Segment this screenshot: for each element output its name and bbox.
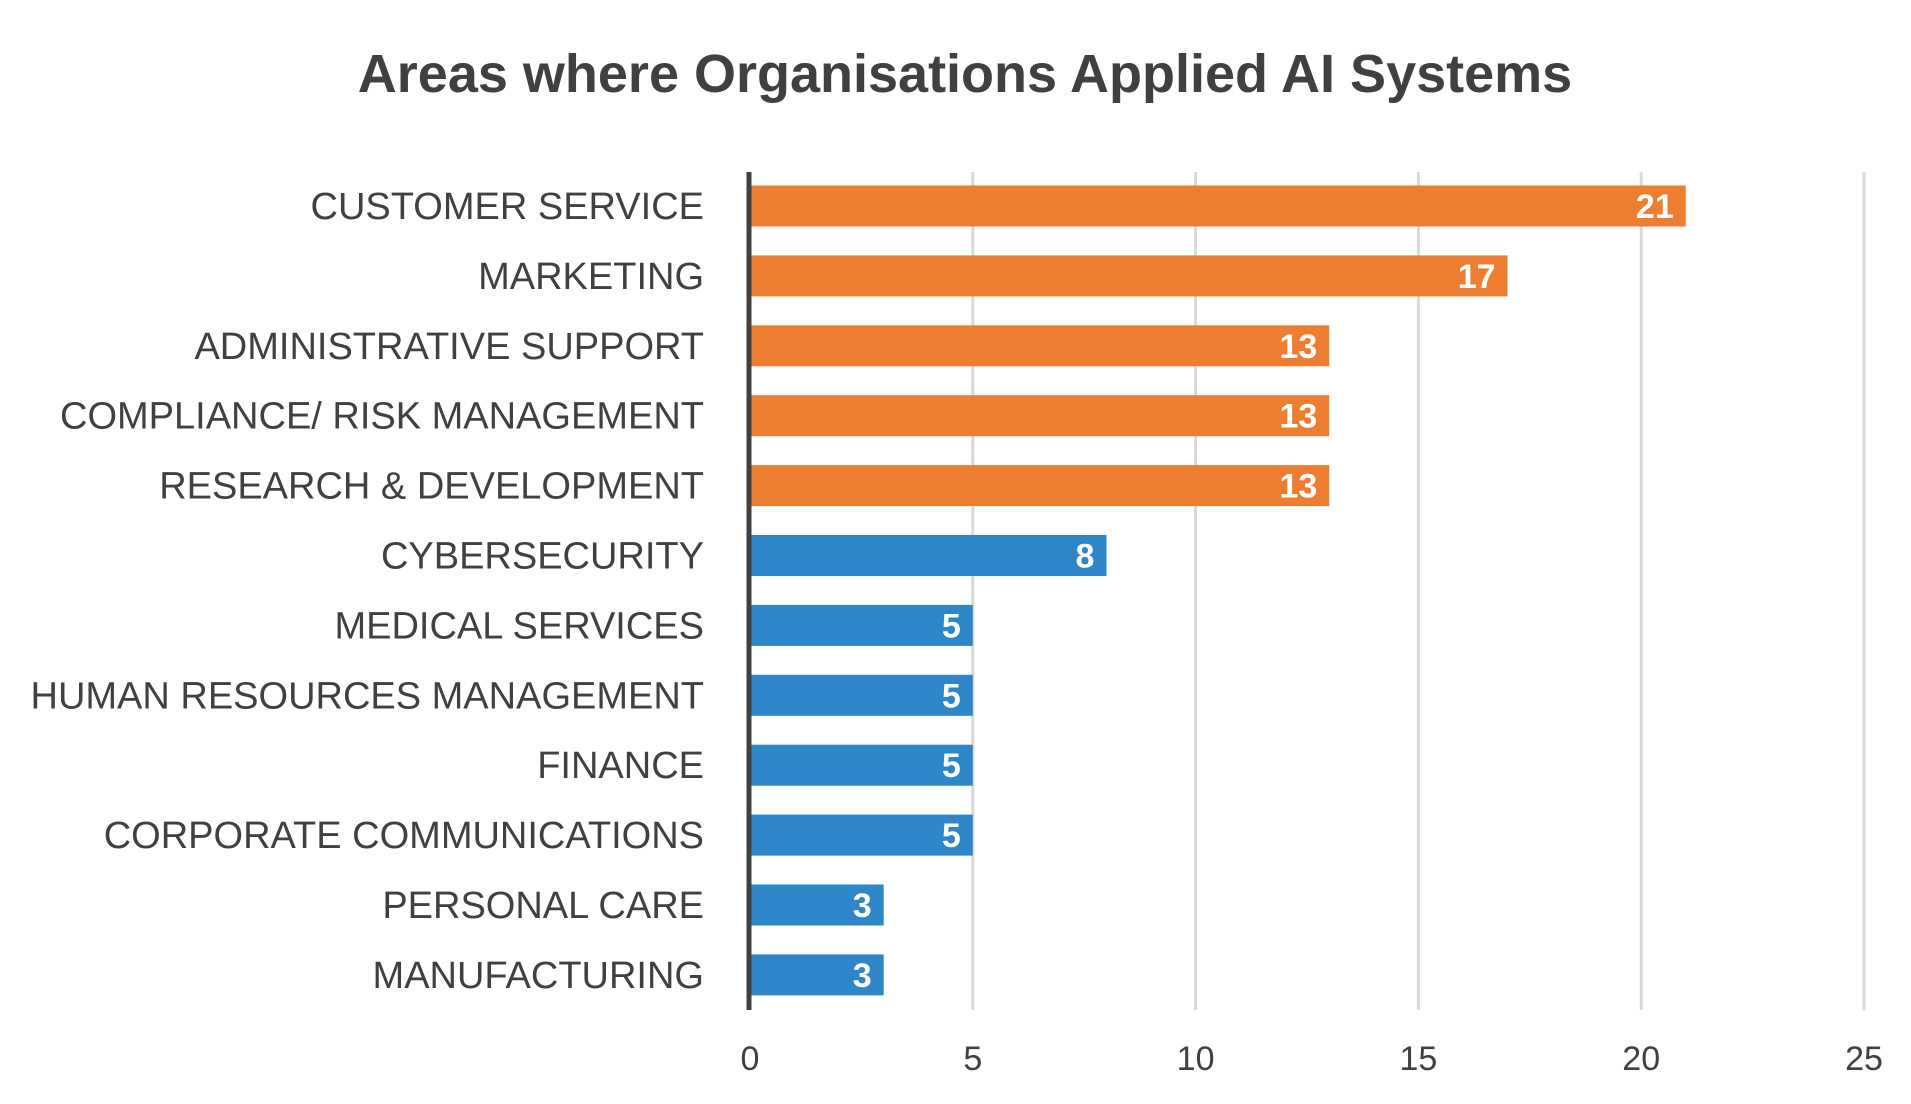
x-axis-tick-labels: 0 5 10 15 20 25 xyxy=(741,1040,1883,1078)
data-label: 3 xyxy=(853,957,872,995)
data-label: 5 xyxy=(942,817,961,855)
bar xyxy=(750,954,884,996)
category-label: FINANCE xyxy=(537,745,704,787)
x-tick-label: 20 xyxy=(1622,1040,1660,1078)
category-label: PERSONAL CARE xyxy=(382,885,704,927)
category-label: ADMINISTRATIVE SUPPORT xyxy=(194,326,704,368)
bar xyxy=(750,325,1330,367)
data-label: 21 xyxy=(1636,188,1674,226)
x-tick-label: 15 xyxy=(1399,1040,1437,1078)
data-label: 8 xyxy=(1076,538,1095,576)
category-label: CUSTOMER SERVICE xyxy=(311,186,704,228)
bar xyxy=(750,744,973,786)
category-label: RESEARCH & DEVELOPMENT xyxy=(159,466,704,508)
bar xyxy=(750,674,973,716)
data-label: 5 xyxy=(942,747,961,785)
gridlines xyxy=(971,172,1866,1010)
data-label: 3 xyxy=(853,887,872,925)
category-label: COMPLIANCE/ RISK MANAGEMENT xyxy=(60,396,704,438)
x-tick-label: 10 xyxy=(1177,1040,1215,1078)
category-label: CORPORATE COMMUNICATIONS xyxy=(104,815,704,857)
bar xyxy=(750,604,973,646)
category-label: CYBERSECURITY xyxy=(381,536,704,578)
bar xyxy=(750,535,1107,576)
value-labels: 21 17 13 13 13 8 5 5 5 5 3 3 xyxy=(853,188,1674,995)
data-label: 5 xyxy=(942,607,961,645)
bar xyxy=(750,814,973,856)
data-label: 13 xyxy=(1279,468,1317,506)
category-labels: CUSTOMER SERVICE MARKETING ADMINISTRATIVE … xyxy=(31,186,705,997)
x-tick-label: 5 xyxy=(963,1040,982,1078)
bars xyxy=(750,185,1686,996)
bar xyxy=(750,255,1508,297)
data-label: 17 xyxy=(1458,258,1496,296)
data-label: 5 xyxy=(942,677,961,715)
bar xyxy=(750,185,1686,227)
data-label: 13 xyxy=(1279,328,1317,366)
bar xyxy=(750,884,884,926)
category-label: MEDICAL SERVICES xyxy=(334,605,704,647)
data-label: 13 xyxy=(1279,398,1317,436)
bar xyxy=(750,395,1330,437)
category-label: MANUFACTURING xyxy=(373,955,704,997)
x-tick-label: 25 xyxy=(1845,1040,1883,1078)
bar xyxy=(750,465,1330,507)
chart-title: Areas where Organisations Applied AI Sys… xyxy=(358,44,1572,104)
category-label: MARKETING xyxy=(478,256,704,298)
category-label: HUMAN RESOURCES MANAGEMENT xyxy=(31,675,705,717)
x-tick-label: 0 xyxy=(741,1040,760,1078)
